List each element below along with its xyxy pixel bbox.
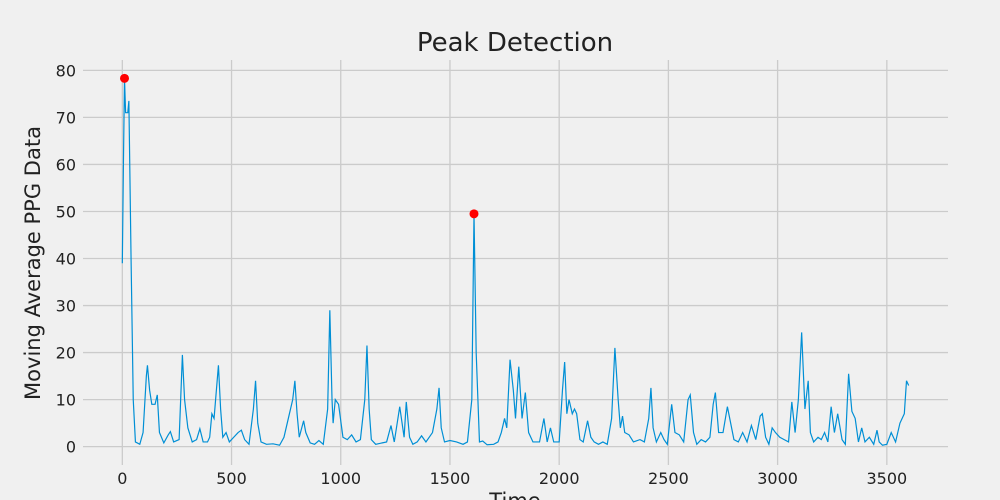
x-tick-label: 500 xyxy=(216,469,247,488)
y-tick-label: 80 xyxy=(56,61,76,80)
y-tick-label: 10 xyxy=(56,391,76,410)
y-tick-label: 30 xyxy=(56,297,76,316)
peak-marker xyxy=(469,209,479,219)
y-tick-label: 20 xyxy=(56,344,76,363)
y-tick-label: 0 xyxy=(66,438,76,457)
x-tick-label: 2000 xyxy=(539,469,580,488)
x-tick-label: 1000 xyxy=(320,469,361,488)
y-tick-label: 40 xyxy=(56,250,76,269)
data-line xyxy=(121,78,910,447)
x-tick-label: 2500 xyxy=(648,469,689,488)
y-tick-label: 50 xyxy=(56,202,76,221)
chart-title: Peak Detection xyxy=(417,28,613,58)
x-axis-label: Time xyxy=(488,489,540,500)
x-tick-label: 1500 xyxy=(430,469,471,488)
peak-marker xyxy=(120,73,130,83)
y-axis-label: Moving Average PPG Data xyxy=(21,126,45,400)
y-tick-label: 60 xyxy=(56,155,76,174)
x-tick-label: 3000 xyxy=(757,469,798,488)
x-tick-label: 0 xyxy=(117,469,127,488)
x-tick-label: 3500 xyxy=(866,469,907,488)
y-tick-label: 70 xyxy=(56,108,76,127)
